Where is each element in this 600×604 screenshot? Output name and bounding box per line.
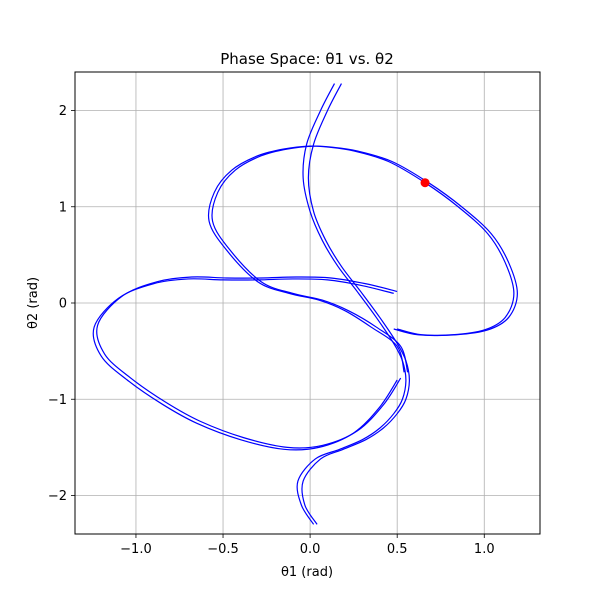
y-axis-label: θ2 (rad) xyxy=(26,277,41,329)
chart-title: Phase Space: θ1 vs. θ2 xyxy=(220,50,394,68)
y-tick-label: −2 xyxy=(48,489,67,504)
grid xyxy=(75,72,540,534)
x-tick-label: 0.0 xyxy=(300,542,321,557)
marker-layer xyxy=(420,178,430,188)
x-tick-label: 0.5 xyxy=(387,542,408,557)
current-state-marker xyxy=(420,178,430,188)
trajectory-line-6 xyxy=(96,276,402,449)
trajectory-line-4 xyxy=(211,145,518,373)
x-tick-label: −0.5 xyxy=(207,542,239,557)
x-tick-label: 1.0 xyxy=(474,542,495,557)
y-tick-label: 0 xyxy=(59,297,67,312)
y-tick-label: 2 xyxy=(59,104,67,119)
x-tick-label: −1.0 xyxy=(120,542,152,557)
y-tick-label: 1 xyxy=(59,200,67,215)
series-layer xyxy=(92,83,518,525)
x-axis-ticks: −1.0 −0.5 0.0 0.5 1.0 xyxy=(120,534,495,557)
trajectory-line-5 xyxy=(92,278,398,451)
x-axis-label: θ1 (rad) xyxy=(281,565,333,580)
y-tick-label: −1 xyxy=(48,393,67,408)
y-axis-ticks: −2 −1 0 1 2 xyxy=(48,104,75,504)
